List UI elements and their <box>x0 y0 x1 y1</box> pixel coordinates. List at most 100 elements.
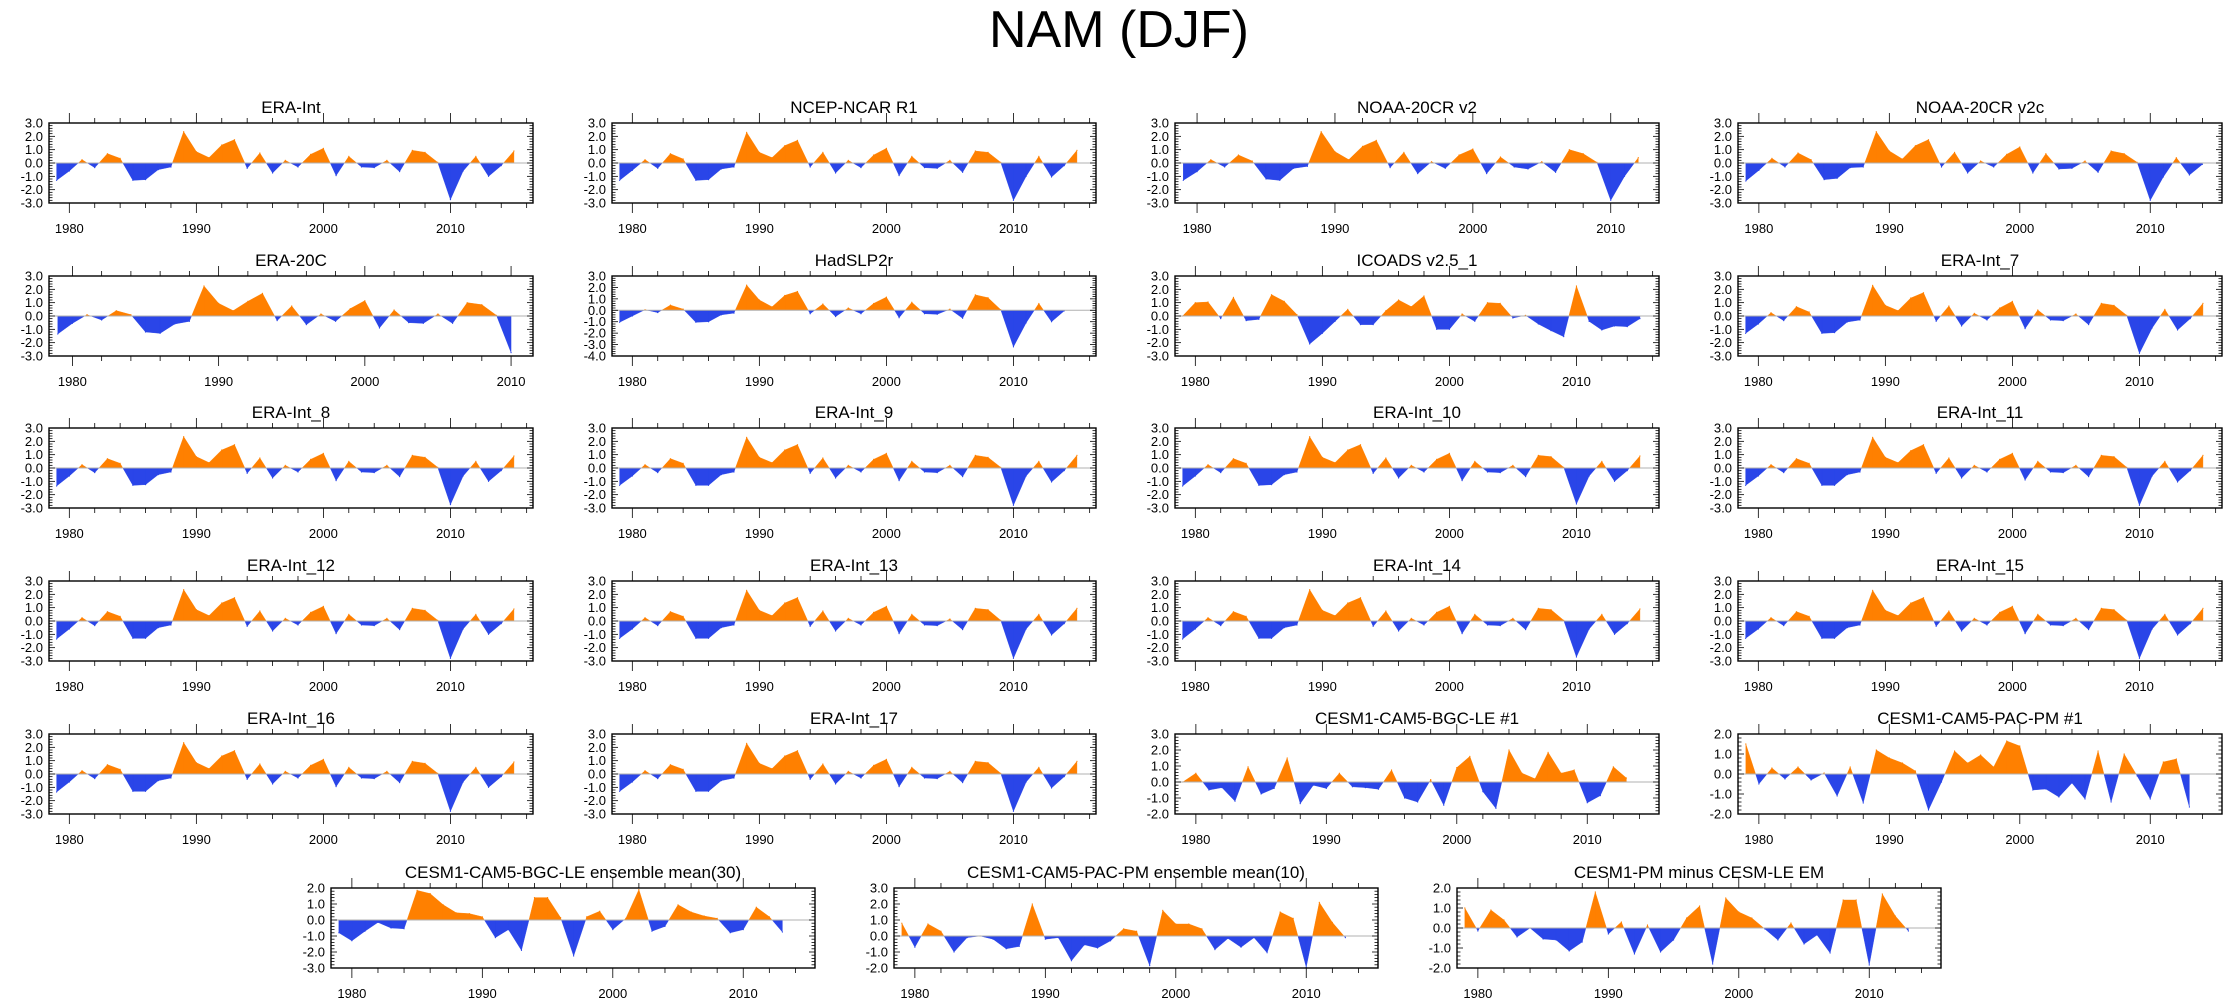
data-point <box>1712 963 1714 965</box>
data-point <box>1486 471 1489 473</box>
data-point <box>847 159 849 161</box>
data-point <box>1417 173 1419 175</box>
data-point <box>1309 343 1311 345</box>
x-tick-label: 2000 <box>1435 374 1464 389</box>
data-point <box>771 615 773 617</box>
data-point <box>1527 168 1529 170</box>
data-point <box>809 313 811 315</box>
data-point <box>657 625 659 627</box>
data-point <box>1321 609 1323 611</box>
data-point <box>974 454 976 456</box>
x-tick-label: 2000 <box>309 679 338 694</box>
data-point <box>771 157 773 159</box>
data-point <box>1490 909 1492 911</box>
data-point <box>2062 625 2064 627</box>
data-point <box>1999 307 2001 309</box>
data-point <box>218 302 220 304</box>
y-tick-label: 0.0 <box>1151 156 1169 171</box>
x-tick-label: 1980 <box>1744 374 1773 389</box>
data-point <box>669 611 672 613</box>
data-point <box>1816 934 1818 936</box>
data-point <box>208 768 210 770</box>
data-point <box>1639 318 1641 320</box>
panel-era-int-8: ERA-Int_8 3.02.01.00.0-1.0-2.0-3.0 1980 199… <box>21 403 534 541</box>
data-point <box>1372 625 1374 627</box>
x-tick-label: 1980 <box>618 374 647 389</box>
data-point <box>297 624 299 626</box>
data-point <box>1833 332 1836 334</box>
data-point <box>669 153 672 155</box>
data-point <box>1849 766 1851 768</box>
positive-area <box>643 284 1044 311</box>
data-point <box>1758 169 1760 171</box>
data-point <box>1385 457 1387 459</box>
data-point <box>784 755 786 757</box>
positive-area <box>1766 589 2204 622</box>
y-tick-label: 2.0 <box>588 434 606 449</box>
data-point <box>2011 300 2013 302</box>
data-point <box>796 597 799 599</box>
data-point <box>1050 634 1053 636</box>
data-point <box>707 321 710 323</box>
data-point <box>898 175 900 177</box>
data-point <box>1550 609 1552 611</box>
x-tick-label: 1990 <box>745 221 774 236</box>
data-point <box>195 456 197 458</box>
data-point <box>1220 625 1222 627</box>
negative-area <box>338 919 783 957</box>
data-point <box>936 313 938 315</box>
data-point <box>1270 484 1273 486</box>
data-point <box>1397 299 1400 301</box>
data-point <box>949 770 951 772</box>
data-point <box>2149 199 2151 201</box>
data-point <box>1855 899 1857 901</box>
data-point <box>1948 457 1950 459</box>
data-point <box>157 169 159 171</box>
data-point <box>901 922 903 924</box>
data-point <box>2032 172 2034 174</box>
y-tick-label: 0.0 <box>307 913 325 928</box>
data-point <box>1745 484 1747 486</box>
x-tick-label: 2000 <box>1724 986 1753 1001</box>
y-tick-label: -3.0 <box>1710 349 1732 364</box>
x-tick-label: 2010 <box>999 526 1028 541</box>
data-point <box>1555 939 1557 941</box>
data-point <box>669 458 672 460</box>
data-point <box>487 786 490 788</box>
y-tick-label: -2.0 <box>1147 487 1169 502</box>
data-point <box>1182 179 1184 181</box>
data-point <box>987 456 989 458</box>
panel-title: CESM1-CAM5-BGC-LE ensemble mean(30) <box>405 863 741 882</box>
data-point <box>1803 943 1805 945</box>
panel-title: CESM1-CAM5-PAC-PM #1 <box>1877 709 2083 728</box>
data-point <box>1436 328 1438 330</box>
data-point <box>758 762 760 764</box>
data-point <box>360 624 363 626</box>
data-point <box>546 897 549 899</box>
data-point <box>2006 740 2008 742</box>
x-tick-label: 2000 <box>1998 374 2027 389</box>
data-point <box>987 151 989 153</box>
data-point <box>1790 922 1792 924</box>
data-point <box>348 460 350 462</box>
data-point <box>310 611 312 613</box>
data-point <box>2151 327 2153 329</box>
data-point <box>703 915 705 917</box>
y-tick-label: -3.0 <box>1147 654 1169 669</box>
data-point <box>936 778 938 780</box>
data-point <box>1194 302 1196 304</box>
data-point <box>1258 318 1260 320</box>
y-tick-label: 3.0 <box>1714 421 1732 436</box>
data-point <box>1935 625 1937 627</box>
data-point <box>335 480 337 482</box>
data-point <box>1283 474 1285 476</box>
data-point <box>144 790 147 792</box>
y-tick-label: 1.0 <box>1151 759 1169 774</box>
y-tick-label: 1.0 <box>1714 447 1732 462</box>
plot-frame <box>330 887 816 969</box>
y-tick-label: 3.0 <box>1151 116 1169 131</box>
data-point <box>297 166 299 168</box>
x-tick-label: 2000 <box>598 986 627 1001</box>
negative-area <box>57 315 512 353</box>
data-point <box>962 317 964 319</box>
